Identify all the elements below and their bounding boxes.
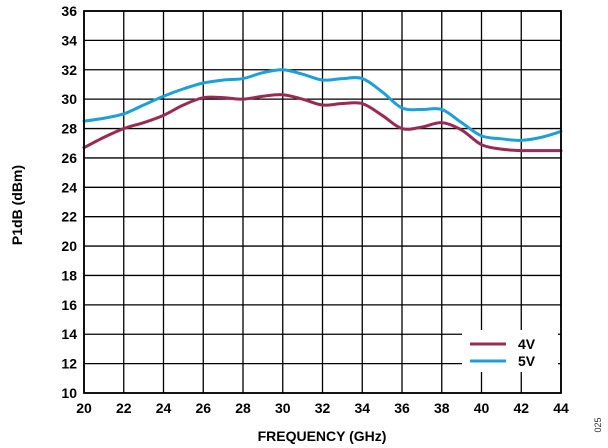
tick-labels: 20 22 24 26 28 30 32 34 36 38 40 42 44 10 12 14 16 18 20 22… [61,3,569,416]
x-tick-label: 40 [474,400,490,416]
y-tick-label: 16 [61,297,77,313]
y-tick-label: 36 [61,3,77,19]
x-tick-label: 22 [116,400,132,416]
x-tick-label: 28 [235,400,251,416]
y-tick-label: 10 [61,385,77,401]
y-tick-label: 30 [61,91,77,107]
y-tick-label: 14 [61,326,77,342]
plot-frame [83,10,562,394]
y-tick-label: 22 [61,209,77,225]
figure-id: 025 [593,417,603,432]
y-axis-title: P1dB (dBm) [9,165,25,245]
y-tick-label: 24 [61,179,77,195]
x-tick-label: 20 [76,400,92,416]
y-tick-label: 28 [61,121,77,137]
legend: 4V 5V [462,330,558,372]
x-tick-label: 24 [156,400,172,416]
x-tick-label: 36 [394,400,410,416]
y-tick-label: 34 [61,32,77,48]
y-tick-label: 18 [61,267,77,283]
series-line-5v [82,68,563,142]
x-tick-label: 42 [513,400,529,416]
x-tick-label: 32 [315,400,331,416]
x-tick-label: 30 [275,400,291,416]
x-tick-label: 34 [354,400,370,416]
legend-label-4v: 4V [518,336,536,352]
y-tick-label: 12 [61,356,77,372]
x-axis-title: FREQUENCY (GHz) [258,428,387,444]
series-line-4v [82,93,563,153]
legend-label-5v: 5V [518,353,536,369]
legend-box [462,330,558,372]
x-tick-label: 44 [553,400,569,416]
y-tick-label: 20 [61,238,77,254]
y-tick-label: 32 [61,62,77,78]
x-tick-label: 26 [195,400,211,416]
y-tick-label: 26 [61,150,77,166]
series-layer [82,68,563,153]
x-tick-label: 38 [434,400,450,416]
